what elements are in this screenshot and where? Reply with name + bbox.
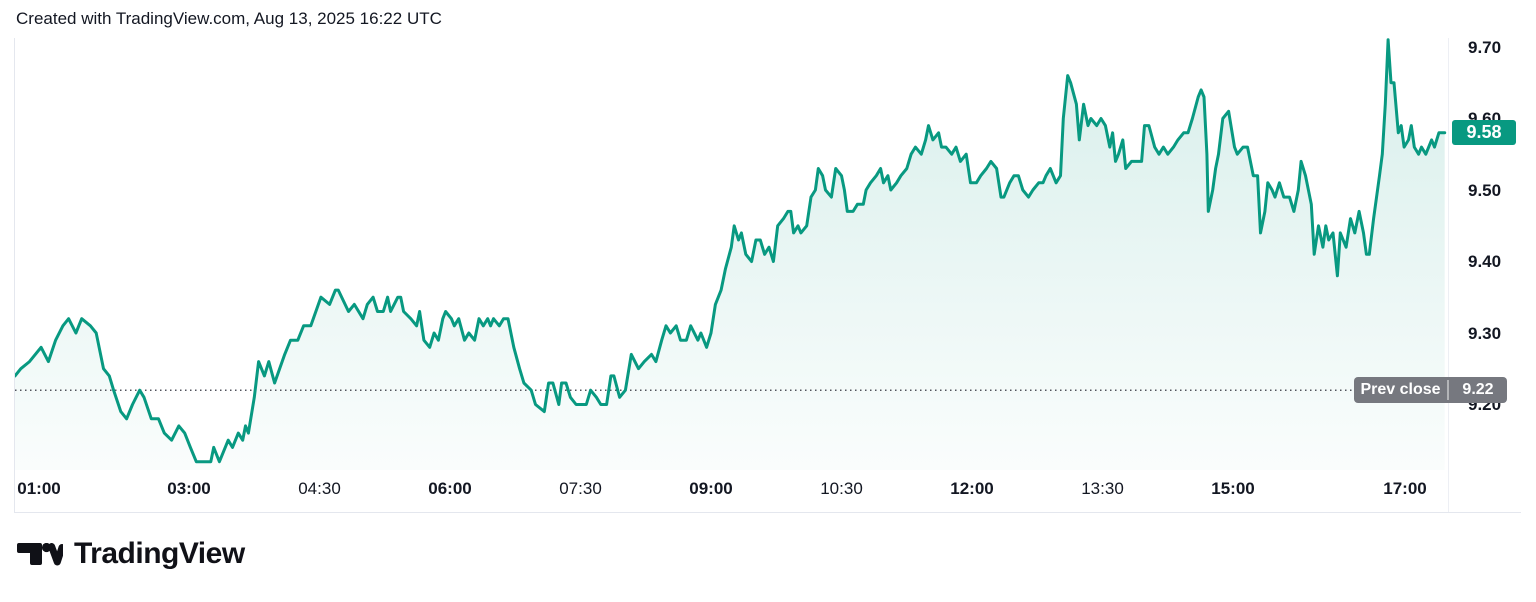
tradingview-logo-text: TradingView bbox=[74, 537, 245, 570]
prev-close-divider bbox=[1447, 380, 1449, 401]
price-axis-label: 9.50 bbox=[1468, 180, 1502, 200]
time-axis[interactable]: 01:00 03:00 04:30 06:00 07:30 09:00 10:3… bbox=[15, 470, 1448, 512]
time-axis-label: 13:30 bbox=[1081, 479, 1124, 498]
time-axis-label: 12:00 bbox=[950, 479, 994, 498]
chart-pane[interactable] bbox=[15, 38, 1448, 470]
tradingview-logo-icon bbox=[17, 542, 63, 565]
current-price-badge: 9.58 bbox=[1452, 120, 1516, 146]
time-axis-label: 03:00 bbox=[167, 479, 211, 498]
price-line bbox=[15, 38, 1447, 464]
tradingview-logo[interactable]: TradingView bbox=[17, 537, 245, 571]
time-axis-label: 17:00 bbox=[1383, 479, 1427, 498]
prev-close-badge: Prev close 9.22 bbox=[1354, 377, 1507, 404]
price-area-chart[interactable] bbox=[15, 38, 1448, 470]
price-axis-separator bbox=[1448, 38, 1449, 512]
prev-close-value: 9.22 bbox=[1462, 381, 1494, 399]
price-axis-label: 9.40 bbox=[1468, 252, 1502, 271]
time-axis-label: 09:00 bbox=[689, 479, 733, 498]
time-axis-label: 10:30 bbox=[820, 479, 863, 498]
time-axis-label: 01:00 bbox=[17, 479, 61, 498]
time-axis-label: 15:00 bbox=[1211, 479, 1255, 498]
attribution-text: Created with TradingView.com, Aug 13, 20… bbox=[16, 9, 442, 28]
price-axis-label: 9.30 bbox=[1468, 323, 1502, 343]
time-axis-label: 07:30 bbox=[559, 479, 602, 498]
time-axis-label: 04:30 bbox=[298, 479, 341, 498]
prev-close-label: Prev close bbox=[1360, 381, 1441, 399]
price-axis[interactable]: 9.70 9.60 9.50 9.40 9.30 9.20 bbox=[1449, 38, 1522, 470]
time-axis-label: 06:00 bbox=[428, 479, 472, 498]
price-axis-label: 9.70 bbox=[1468, 37, 1502, 57]
chart-widget: 9.70 9.60 9.50 9.40 9.30 9.20 9.58 Prev … bbox=[14, 38, 1521, 513]
